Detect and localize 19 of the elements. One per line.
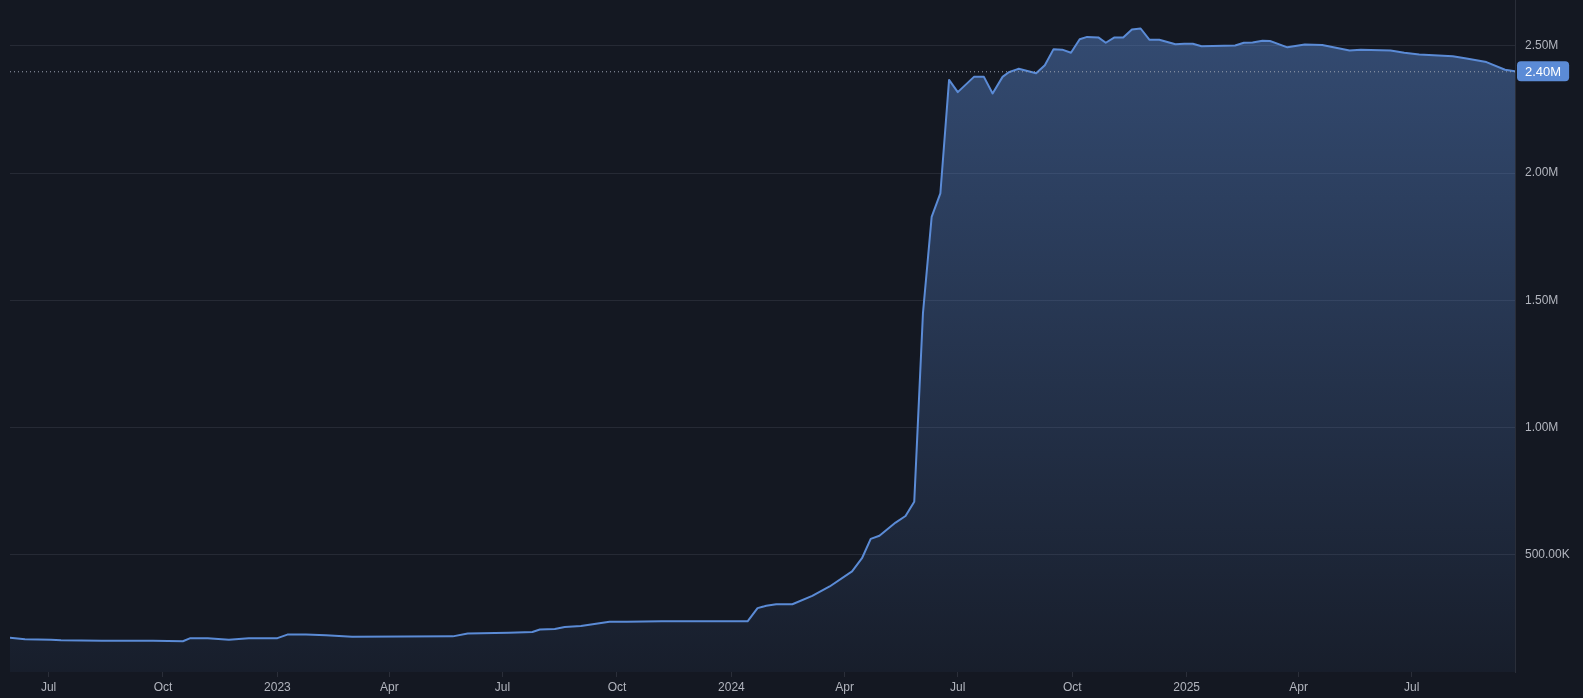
x-tick-label: Jul xyxy=(950,679,966,694)
x-tick-label: Jul xyxy=(494,679,511,694)
y-tick-label: 1.50M xyxy=(1525,292,1559,307)
x-tick-label: 2025 xyxy=(1173,679,1201,694)
y-tick-label: 2.50M xyxy=(1525,38,1559,53)
y-tick-label: 2.00M xyxy=(1525,165,1559,180)
y-tick-label: 500.00K xyxy=(1525,547,1570,562)
x-tick-label: Jul xyxy=(40,679,57,694)
x-tick-label: Apr xyxy=(380,679,399,694)
x-tick-label: Apr xyxy=(1289,679,1308,694)
x-tick-label: 2023 xyxy=(264,679,292,694)
x-tick-label: Apr xyxy=(835,679,854,694)
y-tick-label: 1.00M xyxy=(1525,419,1559,434)
ref-line-label: 2.40M xyxy=(1525,63,1562,79)
x-tick-label: Oct xyxy=(607,679,627,694)
x-tick-label: Jul xyxy=(1404,679,1420,694)
x-tick-label: Oct xyxy=(1062,679,1083,694)
x-tick-label: 2024 xyxy=(718,679,746,694)
x-tick-label: Oct xyxy=(153,679,173,694)
